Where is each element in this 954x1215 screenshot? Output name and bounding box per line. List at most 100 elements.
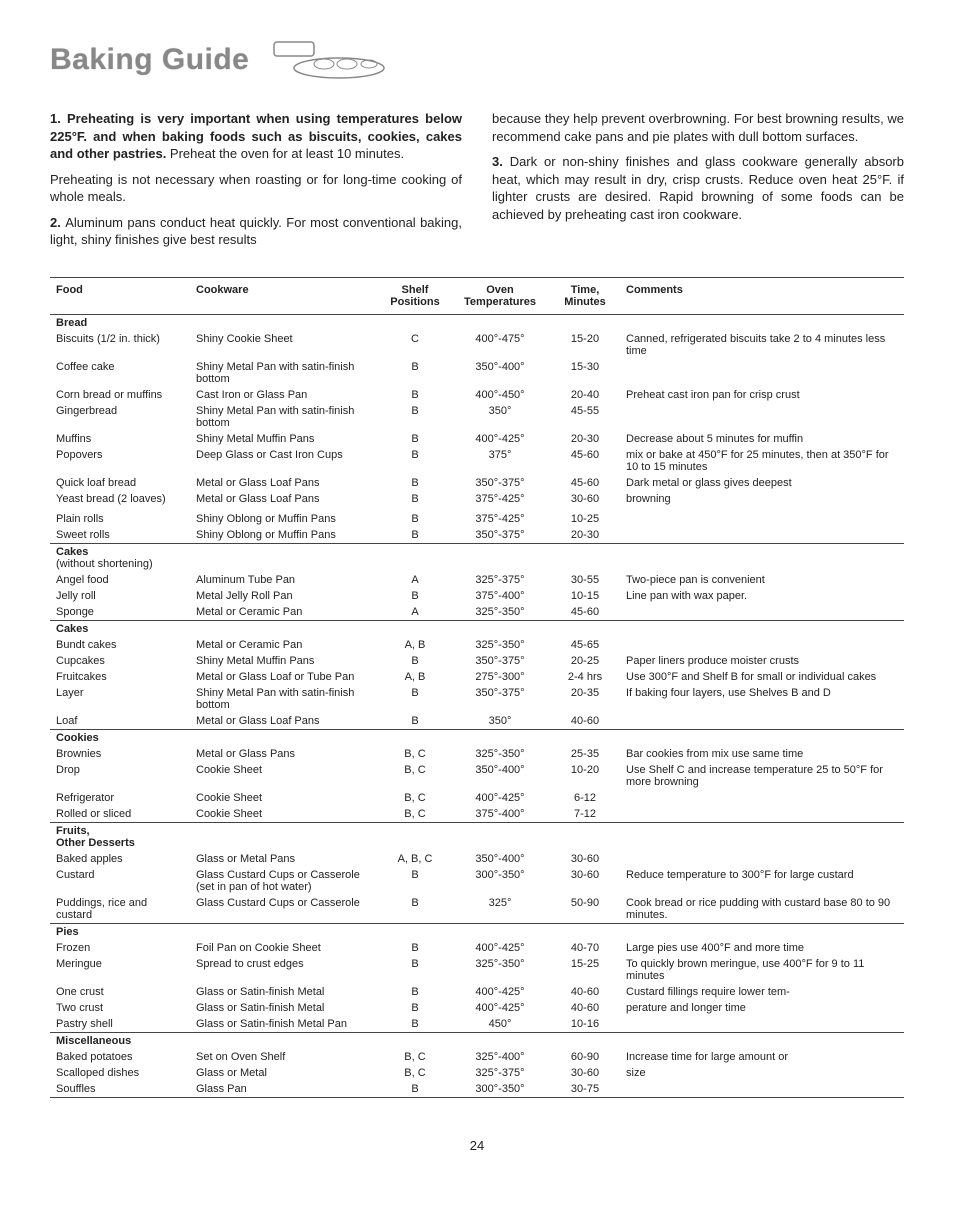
intro-col-right: because they help prevent overbrowning. … xyxy=(492,110,904,257)
table-cell: Glass or Satin-finish Metal Pan xyxy=(190,1016,380,1033)
table-cell: Shiny Metal Muffin Pans xyxy=(190,431,380,447)
table-cell: Cookie Sheet xyxy=(190,790,380,806)
table-row: FrozenFoil Pan on Cookie SheetB400°-425°… xyxy=(50,940,904,956)
table-cell: Baked potatoes xyxy=(50,1049,190,1065)
table-cell: B, C xyxy=(380,806,450,823)
table-cell: 2-4 hrs xyxy=(550,669,620,685)
table-row: FruitcakesMetal or Glass Loaf or Tube Pa… xyxy=(50,669,904,685)
table-cell: If baking four layers, use Shelves B and… xyxy=(620,685,904,713)
table-cell: 30-55 xyxy=(550,572,620,588)
table-cell: Metal or Glass Loaf Pans xyxy=(190,713,380,730)
intro-p1-tail: Preheat the oven for at least 10 minutes… xyxy=(166,146,404,161)
table-cell: 15-30 xyxy=(550,359,620,387)
table-cell: 7-12 xyxy=(550,806,620,823)
table-header-row: Food Cookware Shelf Positions Oven Tempe… xyxy=(50,277,904,314)
table-row: LayerShiny Metal Pan with satin-finish b… xyxy=(50,685,904,713)
intro-p4: because they help prevent overbrowning. … xyxy=(492,110,904,145)
intro-p3: 2. Aluminum pans conduct heat quickly. F… xyxy=(50,214,462,249)
table-cell: Large pies use 400°F and more time xyxy=(620,940,904,956)
table-cell: B, C xyxy=(380,762,450,790)
table-cell: 20-30 xyxy=(550,431,620,447)
table-cell xyxy=(620,790,904,806)
table-cell: Jelly roll xyxy=(50,588,190,604)
table-cell: 50-90 xyxy=(550,895,620,924)
table-cell xyxy=(620,806,904,823)
table-cell: 325°-350° xyxy=(450,746,550,762)
table-cell: Custard fillings require lower tem- xyxy=(620,984,904,1000)
table-cell: 350° xyxy=(450,403,550,431)
table-row: DropCookie SheetB, C350°-400°10-20Use Sh… xyxy=(50,762,904,790)
table-cell xyxy=(620,713,904,730)
table-cell: 450° xyxy=(450,1016,550,1033)
table-cell: 375°-425° xyxy=(450,491,550,507)
table-cell: 15-25 xyxy=(550,956,620,984)
section-header-row: Cakes xyxy=(50,620,904,637)
table-cell: Quick loaf bread xyxy=(50,475,190,491)
table-cell: B xyxy=(380,527,450,544)
table-cell: Line pan with wax paper. xyxy=(620,588,904,604)
table-cell: 325°-350° xyxy=(450,637,550,653)
table-row: Plain rollsShiny Oblong or Muffin PansB3… xyxy=(50,511,904,527)
table-cell: Metal or Ceramic Pan xyxy=(190,604,380,621)
table-cell: B, C xyxy=(380,1065,450,1081)
table-cell: Scalloped dishes xyxy=(50,1065,190,1081)
table-cell: Drop xyxy=(50,762,190,790)
table-cell: B xyxy=(380,1081,450,1098)
table-cell: Brownies xyxy=(50,746,190,762)
table-cell: Sweet rolls xyxy=(50,527,190,544)
section-header-row: Cakes(without shortening) xyxy=(50,543,904,572)
table-cell: Metal Jelly Roll Pan xyxy=(190,588,380,604)
table-row: Baked potatoesSet on Oven ShelfB, C325°-… xyxy=(50,1049,904,1065)
th-cookware: Cookware xyxy=(190,277,380,314)
table-cell xyxy=(620,851,904,867)
table-cell: Shiny Metal Pan with satin-finish bottom xyxy=(190,359,380,387)
intro-col-left: 1. Preheating is very important when usi… xyxy=(50,110,462,257)
table-cell: 400°-475° xyxy=(450,331,550,359)
table-cell: Rolled or sliced xyxy=(50,806,190,823)
baking-table: Food Cookware Shelf Positions Oven Tempe… xyxy=(50,277,904,1098)
table-cell: B, C xyxy=(380,746,450,762)
table-cell: 350°-375° xyxy=(450,685,550,713)
table-cell: Meringue xyxy=(50,956,190,984)
table-cell: Glass Custard Cups or Casserole (set in … xyxy=(190,867,380,895)
table-cell: Reduce temperature to 300°F for large cu… xyxy=(620,867,904,895)
table-cell: Metal or Glass Loaf Pans xyxy=(190,475,380,491)
table-cell: 400°-425° xyxy=(450,984,550,1000)
bakeware-icon xyxy=(269,40,389,80)
table-cell: Plain rolls xyxy=(50,511,190,527)
table-cell: Pastry shell xyxy=(50,1016,190,1033)
table-cell: 20-30 xyxy=(550,527,620,544)
table-cell: Loaf xyxy=(50,713,190,730)
table-cell: Muffins xyxy=(50,431,190,447)
table-cell: B, C xyxy=(380,1049,450,1065)
table-cell: Cookie Sheet xyxy=(190,762,380,790)
header: Baking Guide xyxy=(50,40,904,80)
table-cell: Metal or Glass Pans xyxy=(190,746,380,762)
th-food: Food xyxy=(50,277,190,314)
table-cell: Use Shelf C and increase temperature 25 … xyxy=(620,762,904,790)
table-row: Quick loaf breadMetal or Glass Loaf Pans… xyxy=(50,475,904,491)
table-cell: 350°-400° xyxy=(450,359,550,387)
section-header-row: Fruits,Other Desserts xyxy=(50,822,904,851)
table-row: Angel foodAluminum Tube PanA325°-375°30-… xyxy=(50,572,904,588)
table-cell: Coffee cake xyxy=(50,359,190,387)
table-cell: 40-70 xyxy=(550,940,620,956)
table-cell: 10-16 xyxy=(550,1016,620,1033)
table-cell: Popovers xyxy=(50,447,190,475)
intro-p2: Preheating is not necessary when roastin… xyxy=(50,171,462,206)
intro-p5-lead: 3. xyxy=(492,154,510,169)
table-cell: B xyxy=(380,956,450,984)
table-cell: B xyxy=(380,984,450,1000)
table-cell: 30-60 xyxy=(550,851,620,867)
table-cell: B xyxy=(380,588,450,604)
table-cell: Gingerbread xyxy=(50,403,190,431)
table-cell: Corn bread or muffins xyxy=(50,387,190,403)
table-cell: Increase time for large amount or xyxy=(620,1049,904,1065)
table-row: Puddings, rice and custardGlass Custard … xyxy=(50,895,904,924)
table-cell xyxy=(620,527,904,544)
table-cell: Glass or Satin-finish Metal xyxy=(190,1000,380,1016)
table-cell: B xyxy=(380,1000,450,1016)
table-cell: 400°-425° xyxy=(450,940,550,956)
table-cell: 325°-350° xyxy=(450,956,550,984)
table-cell: Fruitcakes xyxy=(50,669,190,685)
